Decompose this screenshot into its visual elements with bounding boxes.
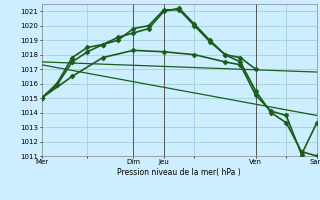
X-axis label: Pression niveau de la mer( hPa ): Pression niveau de la mer( hPa ) [117, 168, 241, 177]
